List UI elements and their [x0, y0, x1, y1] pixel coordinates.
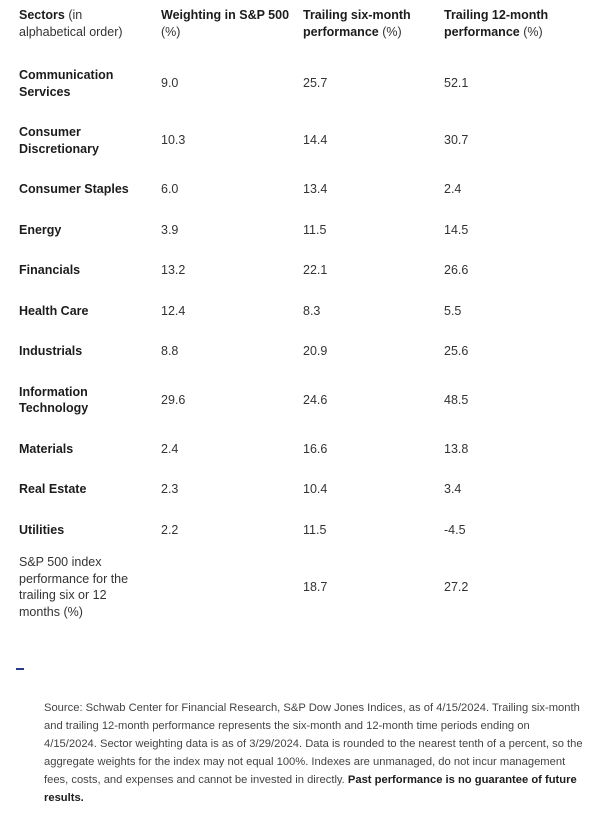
twelve-month-cell: 25.6 — [444, 344, 469, 358]
header-twelve-month-bold: Trailing 12-month performance — [444, 8, 549, 39]
table-row: Communication Services 9.0 25.7 52.1 — [12, 55, 587, 112]
twelve-month-cell: 26.6 — [444, 263, 469, 277]
footnote-dash — [16, 668, 24, 670]
twelve-month-cell: 27.2 — [444, 579, 469, 594]
table-row: Financials 13.2 22.1 26.6 — [12, 250, 587, 291]
six-month-cell: 8.3 — [303, 303, 321, 318]
weighting-cell: 6.0 — [161, 182, 179, 196]
sector-name: Communication Services — [19, 68, 114, 99]
six-month-cell: 24.6 — [303, 392, 328, 407]
six-month-cell: 10.4 — [303, 482, 328, 496]
sector-name: Utilities — [19, 522, 65, 537]
weighting-cell: 2.3 — [161, 482, 179, 496]
six-month-cell: 14.4 — [303, 133, 328, 148]
table-row: Health Care 12.4 8.3 5.5 — [12, 291, 587, 332]
six-month-cell: 11.5 — [303, 522, 327, 537]
twelve-month-cell: 5.5 — [444, 303, 462, 318]
table-row: Consumer Discretionary 10.3 14.4 30.7 — [12, 112, 587, 169]
index-performance-row: S&P 500 index performance for the traili… — [12, 550, 587, 624]
weighting-cell: 13.2 — [161, 263, 186, 277]
table-row: Utilities 2.2 11.5 -4.5 — [12, 510, 587, 551]
twelve-month-cell: 2.4 — [444, 182, 462, 196]
header-sectors-bold: Sectors — [19, 8, 65, 22]
header-weighting: Weighting in S&P 500 (%) — [154, 0, 296, 55]
sector-name: Consumer Staples — [19, 182, 129, 196]
header-six-month-bold: Trailing six-month performance — [303, 8, 411, 39]
table-row: Real Estate 2.3 10.4 3.4 — [12, 469, 587, 510]
twelve-month-cell: 3.4 — [444, 482, 462, 496]
six-month-cell: 16.6 — [303, 441, 328, 456]
sector-name: Financials — [19, 263, 81, 277]
past-performance-disclaimer: Past performance is no guarantee of futu… — [44, 774, 577, 805]
six-month-cell: 25.7 — [303, 76, 328, 91]
twelve-month-cell: 30.7 — [444, 133, 469, 148]
twelve-month-cell: 13.8 — [444, 441, 469, 456]
sector-name: Industrials — [19, 344, 83, 358]
weighting-cell: 2.2 — [161, 522, 179, 537]
header-sectors-note: (in alphabetical order) — [19, 8, 123, 39]
sector-name: Information Technology — [19, 384, 89, 416]
header-six-month-unit: (%) — [378, 24, 402, 39]
weighting-cell — [154, 550, 296, 624]
header-six-month: Trailing six-month performance (%) — [296, 0, 437, 55]
six-month-cell: 13.4 — [303, 182, 328, 196]
weighting-cell: 2.4 — [161, 441, 179, 456]
header-weighting-bold: Weighting in S&P 500 — [161, 8, 290, 22]
six-month-cell: 18.7 — [303, 579, 328, 594]
sector-name: Health Care — [19, 303, 89, 318]
six-month-cell: 20.9 — [303, 344, 328, 358]
table-row: Energy 3.9 11.5 14.5 — [12, 210, 587, 251]
sector-name: Real Estate — [19, 482, 87, 496]
twelve-month-cell: 52.1 — [444, 76, 469, 91]
source-footnote: Source: Schwab Center for Financial Rese… — [44, 699, 584, 807]
weighting-cell: 9.0 — [161, 76, 179, 91]
table-header: Sectors (in alphabetical order) Weightin… — [12, 0, 587, 55]
six-month-cell: 11.5 — [303, 222, 327, 237]
sector-performance-table: Sectors (in alphabetical order) Weightin… — [12, 0, 587, 624]
weighting-cell: 8.8 — [161, 344, 179, 358]
sector-name: Energy — [19, 222, 62, 237]
header-sectors: Sectors (in alphabetical order) — [12, 0, 154, 55]
twelve-month-cell: 48.5 — [444, 392, 469, 407]
twelve-month-cell: 14.5 — [444, 222, 469, 237]
weighting-cell: 10.3 — [161, 133, 186, 148]
weighting-cell: 29.6 — [161, 392, 186, 407]
index-row-label: S&P 500 index performance for the traili… — [19, 555, 129, 619]
table-row: Materials 2.4 16.6 13.8 — [12, 429, 587, 470]
twelve-month-cell: -4.5 — [444, 522, 466, 537]
header-weighting-unit: (%) — [161, 24, 181, 39]
weighting-cell: 3.9 — [161, 222, 179, 237]
sector-name: Materials — [19, 441, 74, 456]
header-twelve-month-unit: (%) — [519, 24, 543, 39]
header-row: Sectors (in alphabetical order) Weightin… — [12, 0, 587, 55]
header-twelve-month: Trailing 12-month performance (%) — [437, 0, 587, 55]
weighting-cell: 12.4 — [161, 303, 186, 318]
sector-name: Consumer Discretionary — [19, 125, 99, 156]
source-text: Source: Schwab Center for Financial Rese… — [44, 702, 583, 787]
table-row: Information Technology 29.6 24.6 48.5 — [12, 372, 587, 429]
table-body: Communication Services 9.0 25.7 52.1 Con… — [12, 55, 587, 624]
table-row: Consumer Staples 6.0 13.4 2.4 — [12, 169, 587, 210]
six-month-cell: 22.1 — [303, 263, 328, 277]
table-row: Industrials 8.8 20.9 25.6 — [12, 331, 587, 372]
